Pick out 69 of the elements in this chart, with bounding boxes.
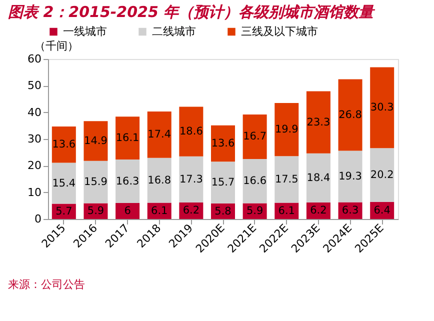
data-label: 5.8 — [214, 205, 232, 218]
legend-label: 三线及以下城市 — [241, 24, 318, 38]
data-label: 5.9 — [87, 205, 104, 218]
bar — [274, 156, 299, 203]
bar — [116, 116, 140, 160]
data-label: 15.9 — [84, 176, 108, 188]
data-label: 6.2 — [310, 204, 327, 217]
bar — [242, 159, 267, 204]
data-label: 5.9 — [246, 205, 264, 218]
data-label: 17.3 — [179, 173, 203, 186]
data-label: 16.1 — [116, 132, 140, 144]
data-label: 19.3 — [338, 170, 362, 182]
data-label: 17.5 — [274, 173, 298, 186]
data-label: 6 — [124, 205, 132, 217]
data-label: 15.7 — [211, 176, 235, 189]
data-label: 16.6 — [243, 175, 267, 188]
y-axis-title: （千间） — [34, 40, 78, 52]
bar — [179, 156, 204, 202]
y-tick-label: 0 — [34, 212, 42, 226]
bar — [306, 91, 330, 154]
data-label: 16.3 — [116, 175, 140, 188]
data-label: 6.2 — [182, 204, 200, 217]
bar — [370, 67, 394, 148]
bar — [179, 106, 204, 156]
bar — [116, 160, 140, 203]
y-tick-label: 60 — [28, 52, 42, 66]
data-label: 6.1 — [151, 204, 168, 217]
bar — [52, 162, 76, 204]
bar — [52, 126, 76, 163]
data-label: 26.8 — [338, 109, 362, 121]
data-label: 14.9 — [84, 135, 108, 147]
data-label: 6.4 — [374, 204, 391, 216]
bar — [116, 203, 140, 219]
bar — [338, 79, 362, 151]
data-label: 15.4 — [52, 177, 76, 190]
data-label: 20.2 — [370, 169, 394, 181]
bar — [84, 160, 108, 204]
data-label: 6.3 — [342, 204, 359, 217]
data-label: 16.8 — [148, 174, 172, 186]
bar — [211, 125, 235, 162]
data-label: 19.9 — [274, 124, 298, 136]
bar — [274, 103, 299, 156]
y-tick-label: 10 — [28, 186, 42, 199]
legend-label: 二线城市 — [152, 24, 196, 38]
data-label: 13.6 — [211, 138, 236, 150]
legend-label: 一线城市 — [63, 24, 107, 38]
data-label: 5.7 — [56, 205, 72, 218]
bar — [84, 121, 108, 161]
bar — [370, 148, 394, 202]
data-label: 17.4 — [148, 128, 172, 141]
data-label: 18.4 — [306, 172, 330, 184]
data-label: 30.3 — [370, 102, 394, 114]
chart-title: 图表 2：2015-2025 年（预计）各级别城市酒馆数量 — [8, 3, 376, 21]
bar — [147, 158, 172, 203]
bar — [306, 153, 330, 202]
y-tick-label: 40 — [28, 106, 42, 119]
y-tick-label: 20 — [28, 159, 42, 172]
source-note: 来源：公司公告 — [8, 278, 85, 291]
data-label: 23.3 — [306, 116, 330, 128]
bar — [338, 150, 362, 202]
data-label: 13.6 — [52, 138, 76, 151]
y-tick-label: 50 — [28, 79, 42, 92]
data-label: 16.7 — [243, 130, 267, 143]
data-label: 18.6 — [179, 126, 204, 138]
bar — [242, 114, 267, 159]
y-tick-label: 30 — [28, 132, 42, 146]
bar — [211, 162, 235, 204]
data-label: 6.1 — [278, 204, 295, 217]
bar — [147, 112, 172, 158]
